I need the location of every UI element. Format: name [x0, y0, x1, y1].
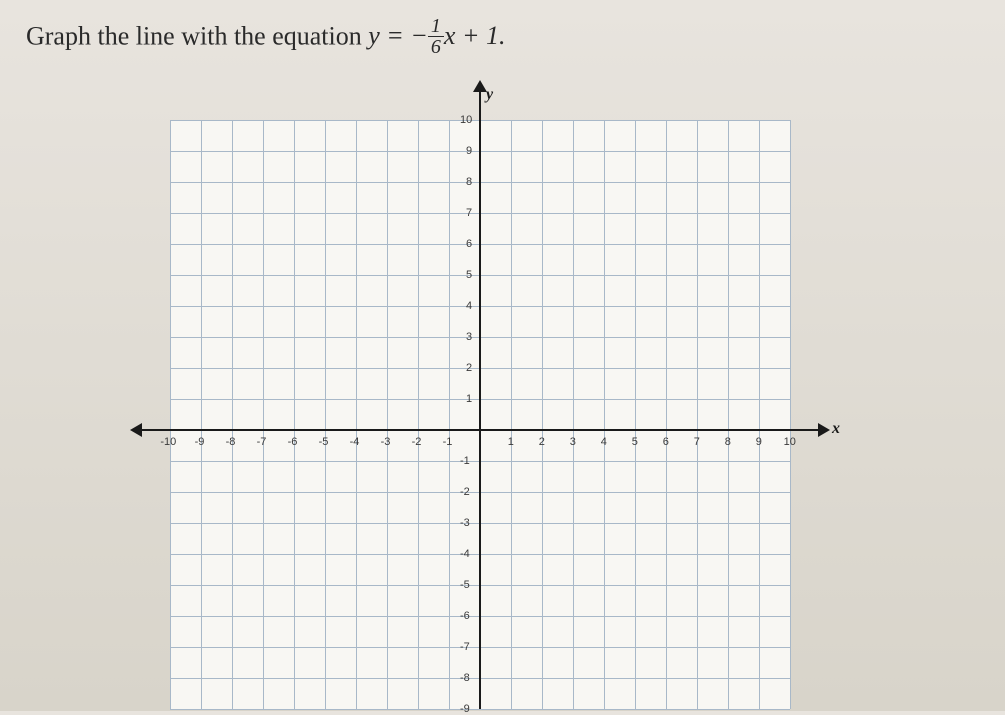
- grid-line-vertical: [387, 120, 388, 709]
- y-tick-label: 2: [466, 362, 472, 374]
- grid-line-vertical: [790, 120, 791, 709]
- x-tick-label: -10: [160, 436, 176, 448]
- grid-line-vertical: [511, 120, 512, 709]
- grid-line-vertical: [294, 120, 295, 709]
- y-tick-label: 8: [466, 176, 472, 188]
- grid-line-vertical: [635, 120, 636, 709]
- y-tick-label: -4: [460, 548, 470, 560]
- grid-line-vertical: [356, 120, 357, 709]
- x-tick-label: -2: [412, 436, 422, 448]
- equation-equals: =: [380, 21, 411, 50]
- grid-line-vertical: [170, 120, 171, 709]
- y-axis: [479, 90, 481, 709]
- y-tick-label: 1: [466, 393, 472, 405]
- equation: y = −16x + 1.: [368, 21, 505, 50]
- y-tick-label: -7: [460, 641, 470, 653]
- equation-rest: + 1.: [455, 21, 505, 50]
- x-tick-label: 4: [601, 436, 607, 448]
- grid-line-vertical: [449, 120, 450, 709]
- grid-line-vertical: [325, 120, 326, 709]
- x-tick-label: -6: [288, 436, 298, 448]
- grid-line-vertical: [666, 120, 667, 709]
- grid-line-horizontal: [170, 709, 790, 710]
- grid-line-vertical: [418, 120, 419, 709]
- x-axis-label: x: [832, 420, 840, 438]
- y-tick-label: -5: [460, 579, 470, 591]
- x-tick-label: 2: [539, 436, 545, 448]
- y-tick-label: 6: [466, 238, 472, 250]
- grid-line-vertical: [573, 120, 574, 709]
- equation-neg: −: [410, 21, 428, 50]
- y-tick-label: -1: [460, 455, 470, 467]
- question-prefix: Graph the line with the equation: [26, 21, 368, 50]
- x-tick-label: -9: [195, 436, 205, 448]
- y-tick-label: -2: [460, 486, 470, 498]
- grid-line-vertical: [232, 120, 233, 709]
- y-tick-label: 9: [466, 145, 472, 157]
- fraction-numerator: 1: [428, 16, 444, 37]
- grid-line-vertical: [759, 120, 760, 709]
- x-tick-label: 10: [784, 436, 796, 448]
- equation-fraction: 16: [428, 16, 444, 57]
- x-axis-arrow-right: [818, 423, 830, 437]
- question-text: Graph the line with the equation y = −16…: [26, 18, 505, 59]
- y-tick-label: 5: [466, 269, 472, 281]
- grid-line-vertical: [201, 120, 202, 709]
- y-tick-label: 3: [466, 331, 472, 343]
- x-tick-label: 8: [725, 436, 731, 448]
- x-tick-label: 7: [694, 436, 700, 448]
- x-axis-arrow-left: [130, 423, 142, 437]
- x-tick-label: 3: [570, 436, 576, 448]
- y-tick-label: 10: [460, 114, 472, 126]
- fraction-denominator: 6: [428, 37, 444, 57]
- x-tick-label: -8: [226, 436, 236, 448]
- grid-line-vertical: [604, 120, 605, 709]
- y-tick-label: -8: [460, 672, 470, 684]
- x-tick-label: 9: [756, 436, 762, 448]
- y-tick-label: 4: [466, 300, 472, 312]
- x-tick-label: -1: [443, 436, 453, 448]
- x-tick-label: -5: [319, 436, 329, 448]
- equation-var: x: [444, 21, 456, 50]
- grid-line-vertical: [263, 120, 264, 709]
- coordinate-chart[interactable]: y x -10-9-8-7-6-5-4-3-2-1123456789101234…: [130, 90, 874, 711]
- y-tick-label: -6: [460, 610, 470, 622]
- x-tick-label: 6: [663, 436, 669, 448]
- y-axis-arrow-up: [473, 80, 487, 92]
- grid-line-vertical: [728, 120, 729, 709]
- y-axis-label: y: [486, 86, 493, 104]
- x-tick-label: 5: [632, 436, 638, 448]
- x-tick-label: 1: [508, 436, 514, 448]
- x-tick-label: -3: [381, 436, 391, 448]
- y-tick-label: -3: [460, 517, 470, 529]
- grid-line-vertical: [697, 120, 698, 709]
- x-tick-label: -7: [257, 436, 267, 448]
- x-tick-label: -4: [350, 436, 360, 448]
- y-tick-label: 7: [466, 207, 472, 219]
- grid-line-vertical: [542, 120, 543, 709]
- y-tick-label: -9: [460, 703, 470, 715]
- equation-lhs: y: [368, 21, 380, 50]
